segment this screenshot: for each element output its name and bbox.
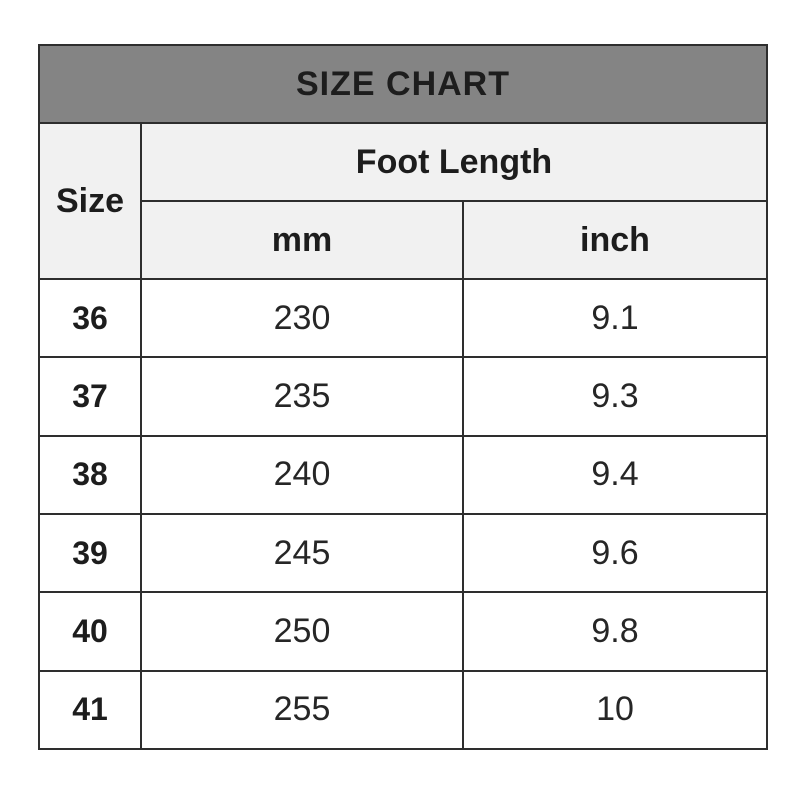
size-cell: 40 xyxy=(38,591,142,672)
mm-cell: 240 xyxy=(140,434,464,515)
inch-cell: 9.6 xyxy=(462,512,768,594)
mm-cell: 235 xyxy=(140,356,464,437)
inch-cell: 9.3 xyxy=(462,356,768,437)
mm-cell: 250 xyxy=(140,591,464,672)
table-row: 41 255 10 xyxy=(38,669,768,751)
inch-cell: 9.1 xyxy=(462,277,768,359)
table-row: 40 250 9.8 xyxy=(38,591,768,672)
col-header-size: Size xyxy=(38,122,142,280)
col-header-foot-length: Foot Length xyxy=(140,122,768,202)
size-cell: 41 xyxy=(38,669,142,751)
size-chart-table: SIZE CHART Size Foot Length mm inch 36 2… xyxy=(38,44,768,751)
size-cell: 39 xyxy=(38,512,142,594)
col-header-inch: inch xyxy=(462,200,768,280)
table-row: 38 240 9.4 xyxy=(38,434,768,515)
size-cell: 37 xyxy=(38,356,142,437)
table-row: 37 235 9.3 xyxy=(38,356,768,437)
header-unit-row: mm inch xyxy=(39,200,768,280)
inch-cell: 10 xyxy=(462,669,768,751)
col-header-mm: mm xyxy=(140,200,464,280)
mm-cell: 255 xyxy=(140,669,464,751)
header-group-row: Size Foot Length xyxy=(38,122,768,280)
size-cell: 38 xyxy=(38,434,142,515)
mm-cell: 230 xyxy=(140,277,464,359)
title-row: SIZE CHART xyxy=(38,44,768,124)
mm-cell: 245 xyxy=(140,512,464,594)
size-cell: 36 xyxy=(38,277,142,359)
table-title: SIZE CHART xyxy=(38,44,768,124)
table-row: 36 230 9.1 xyxy=(38,277,768,359)
inch-cell: 9.8 xyxy=(462,591,768,672)
inch-cell: 9.4 xyxy=(462,434,768,515)
table-row: 39 245 9.6 xyxy=(38,512,768,594)
